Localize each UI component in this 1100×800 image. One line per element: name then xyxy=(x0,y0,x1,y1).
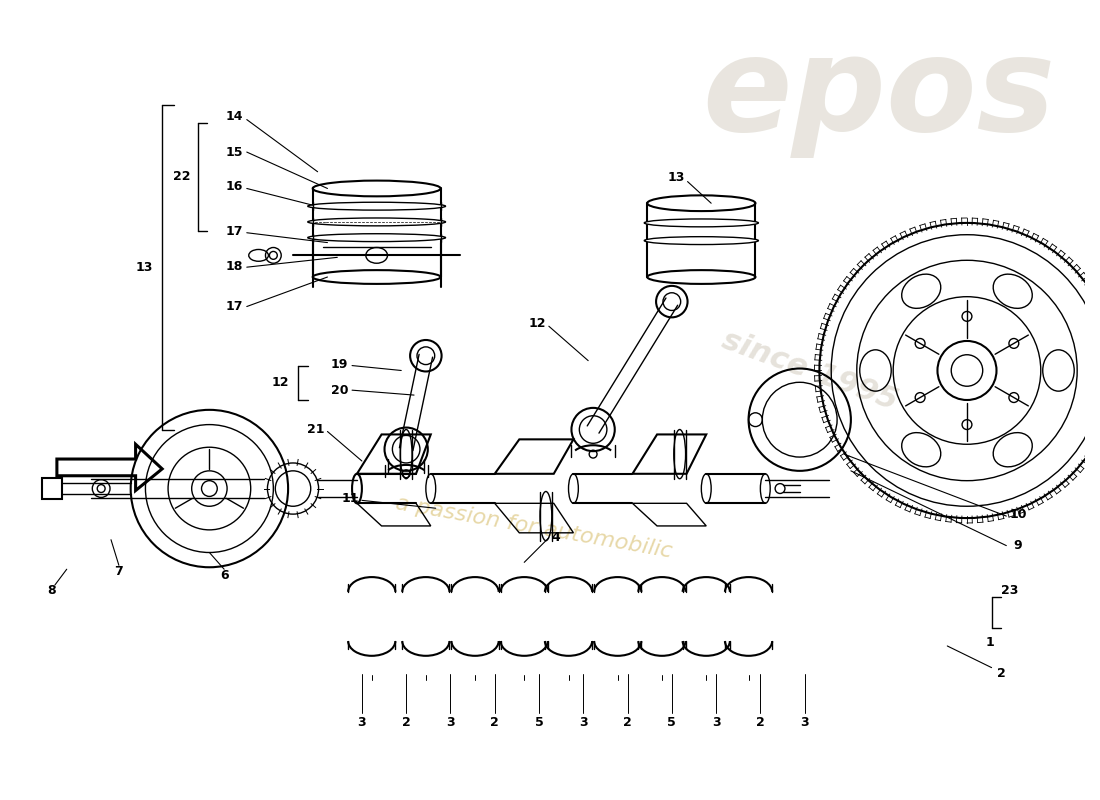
Text: 13: 13 xyxy=(135,261,153,274)
Text: 3: 3 xyxy=(712,716,720,730)
Text: 16: 16 xyxy=(226,180,243,193)
Text: 1: 1 xyxy=(986,635,994,649)
Text: 21: 21 xyxy=(307,423,324,436)
Text: 15: 15 xyxy=(226,146,243,158)
Text: 5: 5 xyxy=(535,716,543,730)
Text: 10: 10 xyxy=(1010,508,1027,521)
Text: 22: 22 xyxy=(173,170,190,183)
Text: 4: 4 xyxy=(551,531,560,544)
Ellipse shape xyxy=(308,234,446,242)
Text: 2: 2 xyxy=(402,716,410,730)
Text: 6: 6 xyxy=(220,569,229,582)
Bar xyxy=(42,478,62,499)
Text: 11: 11 xyxy=(341,492,359,505)
Text: 2: 2 xyxy=(997,667,1005,680)
Text: 17: 17 xyxy=(226,226,243,238)
Text: 14: 14 xyxy=(226,110,243,123)
Text: 23: 23 xyxy=(1001,584,1018,598)
Text: 18: 18 xyxy=(226,260,243,273)
Text: 2: 2 xyxy=(624,716,631,730)
Text: 3: 3 xyxy=(801,716,808,730)
Text: 12: 12 xyxy=(272,376,289,390)
Text: 5: 5 xyxy=(668,716,676,730)
Text: 20: 20 xyxy=(330,384,348,397)
Text: 13: 13 xyxy=(667,171,684,184)
Text: a passion for automobilic: a passion for automobilic xyxy=(394,494,674,562)
Text: 3: 3 xyxy=(447,716,454,730)
Ellipse shape xyxy=(308,218,446,226)
Ellipse shape xyxy=(308,202,446,210)
Text: 2: 2 xyxy=(756,716,764,730)
Text: 3: 3 xyxy=(358,716,366,730)
Text: 17: 17 xyxy=(226,300,243,313)
Text: since 1995: since 1995 xyxy=(718,326,901,416)
Ellipse shape xyxy=(645,237,758,245)
Text: 9: 9 xyxy=(1014,539,1023,552)
Text: 8: 8 xyxy=(47,584,56,598)
Text: epos: epos xyxy=(702,31,1055,158)
Text: 2: 2 xyxy=(491,716,499,730)
Ellipse shape xyxy=(645,219,758,227)
Text: 3: 3 xyxy=(579,716,587,730)
Text: 19: 19 xyxy=(331,358,348,371)
Text: 12: 12 xyxy=(528,317,546,330)
Text: 7: 7 xyxy=(114,565,123,578)
